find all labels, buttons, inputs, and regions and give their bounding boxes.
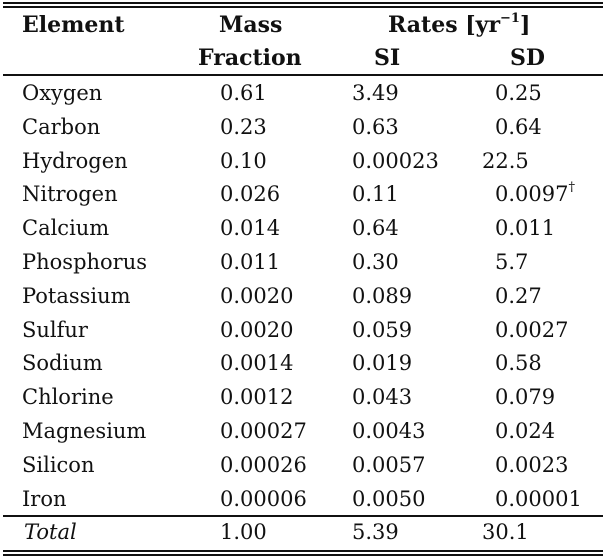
- row-rate-sd-value: 0.0097: [495, 182, 569, 206]
- row-rate-sd: 0.0023: [495, 453, 569, 477]
- row-rate-si: 0.0057: [352, 453, 426, 477]
- row-rate-si: 0.11: [352, 182, 399, 206]
- row-element: Sulfur: [22, 318, 88, 342]
- row-rate-sd: 0.00001: [495, 487, 582, 511]
- row-element: Nitrogen: [22, 182, 118, 206]
- row-mass-fraction: 0.0020: [220, 318, 294, 342]
- header-si: SI: [374, 45, 401, 71]
- row-rate-si: 0.30: [352, 250, 399, 274]
- row-rate-si: 0.019: [352, 351, 413, 375]
- row-rate-sd: 0.25: [495, 81, 542, 105]
- header-element: Element: [22, 12, 125, 38]
- row-rate-sd: 0.27: [495, 284, 542, 308]
- row-rate-si: 0.00023: [352, 149, 439, 173]
- row-rate-sd: 0.079: [495, 385, 556, 409]
- row-rate-si: 0.089: [352, 284, 413, 308]
- row-element: Magnesium: [22, 419, 147, 443]
- row-rate-sd: 0.0027: [495, 318, 569, 342]
- row-mass-fraction: 0.011: [220, 250, 281, 274]
- row-rate-sd: 0.011: [495, 216, 556, 240]
- top-rule: [3, 2, 603, 4]
- row-rate-sd: 0.64: [495, 115, 542, 139]
- row-rate-si: 0.043: [352, 385, 413, 409]
- row-mass-fraction: 0.0020: [220, 284, 294, 308]
- row-element: Oxygen: [22, 81, 103, 105]
- row-element: Carbon: [22, 115, 101, 139]
- row-mass-fraction: 0.026: [220, 182, 281, 206]
- total-sd: 30.1: [482, 520, 529, 544]
- row-mass-fraction: 0.23: [220, 115, 267, 139]
- total-mass: 1.00: [220, 520, 267, 544]
- row-mass-fraction: 0.00006: [220, 487, 307, 511]
- row-rate-sd-with-note: 0.0097†: [495, 181, 575, 206]
- dagger-footnote-mark: †: [568, 180, 575, 195]
- top-rule-double: [3, 6, 603, 8]
- row-element: Chlorine: [22, 385, 114, 409]
- row-element: Silicon: [22, 453, 95, 477]
- row-mass-fraction: 0.014: [220, 216, 281, 240]
- row-rate-si: 0.0043: [352, 419, 426, 443]
- row-rate-si: 0.64: [352, 216, 399, 240]
- row-mass-fraction: 0.00027: [220, 419, 307, 443]
- row-rate-sd: 22.5: [482, 149, 529, 173]
- row-rate-sd: 5.7: [495, 250, 529, 274]
- row-element: Calcium: [22, 216, 110, 240]
- row-rate-si: 3.49: [352, 81, 399, 105]
- row-mass-fraction: 0.00026: [220, 453, 307, 477]
- row-mass-fraction: 0.0012: [220, 385, 294, 409]
- header-rates: Rates [yr−1]: [388, 10, 531, 38]
- bottom-rule-double: [3, 554, 603, 556]
- total-label: Total: [24, 520, 77, 544]
- header-rates-exponent: −1: [500, 10, 520, 26]
- row-rate-sd: 0.58: [495, 351, 542, 375]
- total-rule: [3, 515, 603, 517]
- total-si: 5.39: [352, 520, 399, 544]
- header-rule: [3, 74, 603, 76]
- bottom-rule: [3, 550, 603, 552]
- row-rate-si: 0.0050: [352, 487, 426, 511]
- header-sd: SD: [510, 45, 545, 71]
- row-mass-fraction: 0.0014: [220, 351, 294, 375]
- header-mass-line1: Mass: [219, 12, 283, 38]
- row-mass-fraction: 0.10: [220, 149, 267, 173]
- row-rate-sd: 0.024: [495, 419, 556, 443]
- row-element: Phosphorus: [22, 250, 148, 274]
- row-element: Sodium: [22, 351, 103, 375]
- row-element: Potassium: [22, 284, 131, 308]
- row-mass-fraction: 0.61: [220, 81, 267, 105]
- row-element: Hydrogen: [22, 149, 128, 173]
- header-mass-line2: Fraction: [198, 45, 302, 71]
- row-rate-si: 0.63: [352, 115, 399, 139]
- row-rate-si: 0.059: [352, 318, 413, 342]
- row-element: Iron: [22, 487, 67, 511]
